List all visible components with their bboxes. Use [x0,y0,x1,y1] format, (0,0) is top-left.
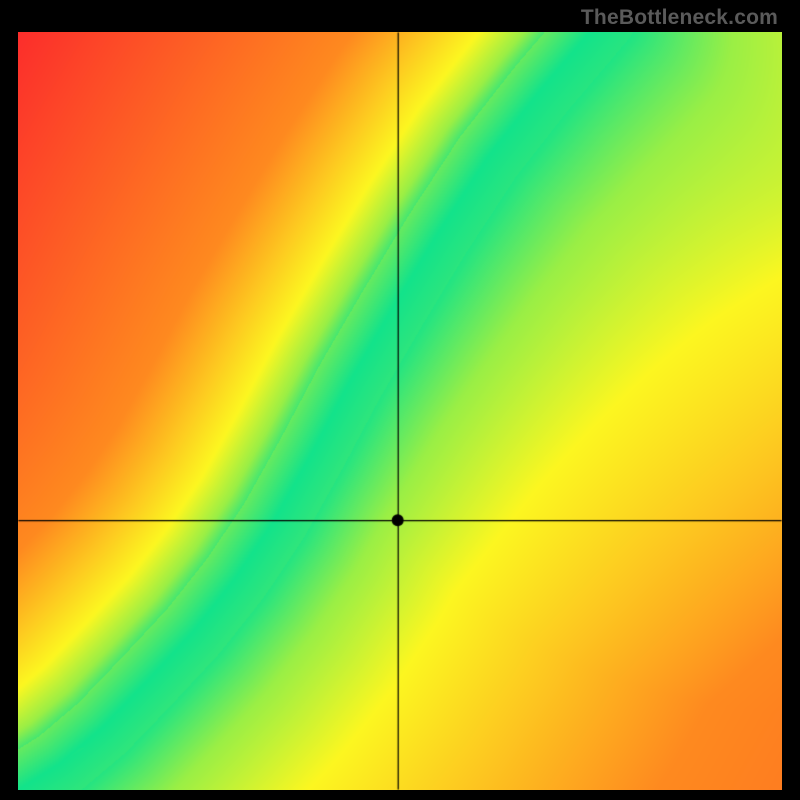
watermark-text: TheBottleneck.com [581,6,778,30]
heatmap-canvas [18,32,782,790]
bottleneck-heatmap [18,32,782,790]
